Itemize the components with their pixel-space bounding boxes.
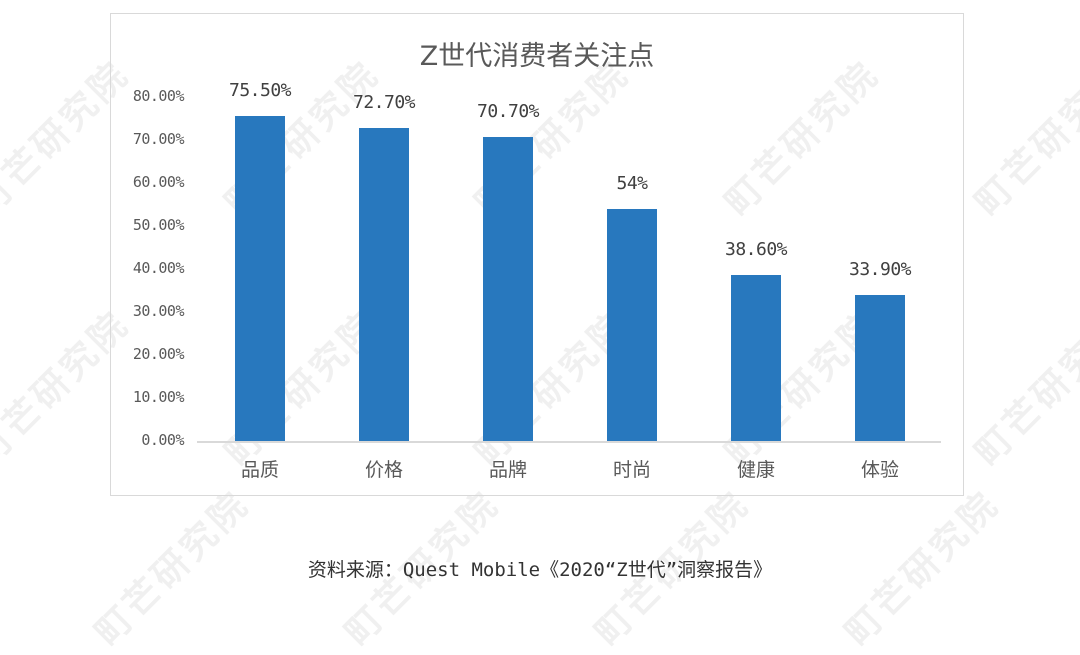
bar-data-label: 54% bbox=[616, 172, 648, 194]
chart-container: Z世代消费者关注点 0.00% 10.00% 20.00% 30.00% 40.00% 5… bbox=[110, 13, 964, 496]
y-axis-tick: 30.00% bbox=[132, 302, 185, 320]
bar bbox=[607, 208, 657, 441]
y-axis-tick: 20.00% bbox=[132, 345, 185, 363]
x-axis-category-label: 体验 bbox=[860, 459, 899, 481]
bar-data-label: 72.70% bbox=[352, 92, 416, 114]
bar bbox=[235, 116, 285, 441]
y-axis-tick: 70.00% bbox=[132, 130, 185, 148]
y-axis-tick: 40.00% bbox=[132, 259, 185, 277]
bar-data-label: 75.50% bbox=[228, 80, 292, 102]
y-axis-tick: 0.00% bbox=[141, 431, 184, 449]
x-axis-line bbox=[197, 441, 941, 443]
x-axis-category-label: 健康 bbox=[736, 459, 775, 481]
bar bbox=[483, 136, 533, 441]
y-axis-tick: 50.00% bbox=[132, 216, 185, 234]
source-caption: 资料来源：Quest Mobile《2020“Z世代”洞察报告》 bbox=[307, 559, 773, 581]
watermark-text: 町芒研究院 bbox=[967, 303, 1080, 474]
bar bbox=[855, 295, 905, 441]
x-axis-category-label: 品质 bbox=[240, 459, 279, 481]
plot-area: 0.00% 10.00% 20.00% 30.00% 40.00% 50.00% 60.00… bbox=[111, 14, 963, 495]
bar-data-label: 33.90% bbox=[848, 259, 912, 281]
bar-data-label: 38.60% bbox=[724, 239, 788, 261]
chart-title: Z世代消费者关注点 bbox=[419, 41, 655, 72]
bar bbox=[731, 275, 781, 441]
x-axis-category-label: 时尚 bbox=[612, 459, 651, 481]
watermark-text: 町芒研究院 bbox=[967, 53, 1080, 224]
bar bbox=[359, 128, 409, 441]
y-axis-tick: 60.00% bbox=[132, 173, 185, 191]
y-axis-tick: 80.00% bbox=[132, 87, 185, 105]
x-axis-category-label: 品牌 bbox=[488, 459, 527, 481]
x-axis-category-label: 价格 bbox=[364, 459, 403, 481]
y-axis-tick: 10.00% bbox=[132, 388, 185, 406]
bar-data-label: 70.70% bbox=[476, 100, 540, 122]
